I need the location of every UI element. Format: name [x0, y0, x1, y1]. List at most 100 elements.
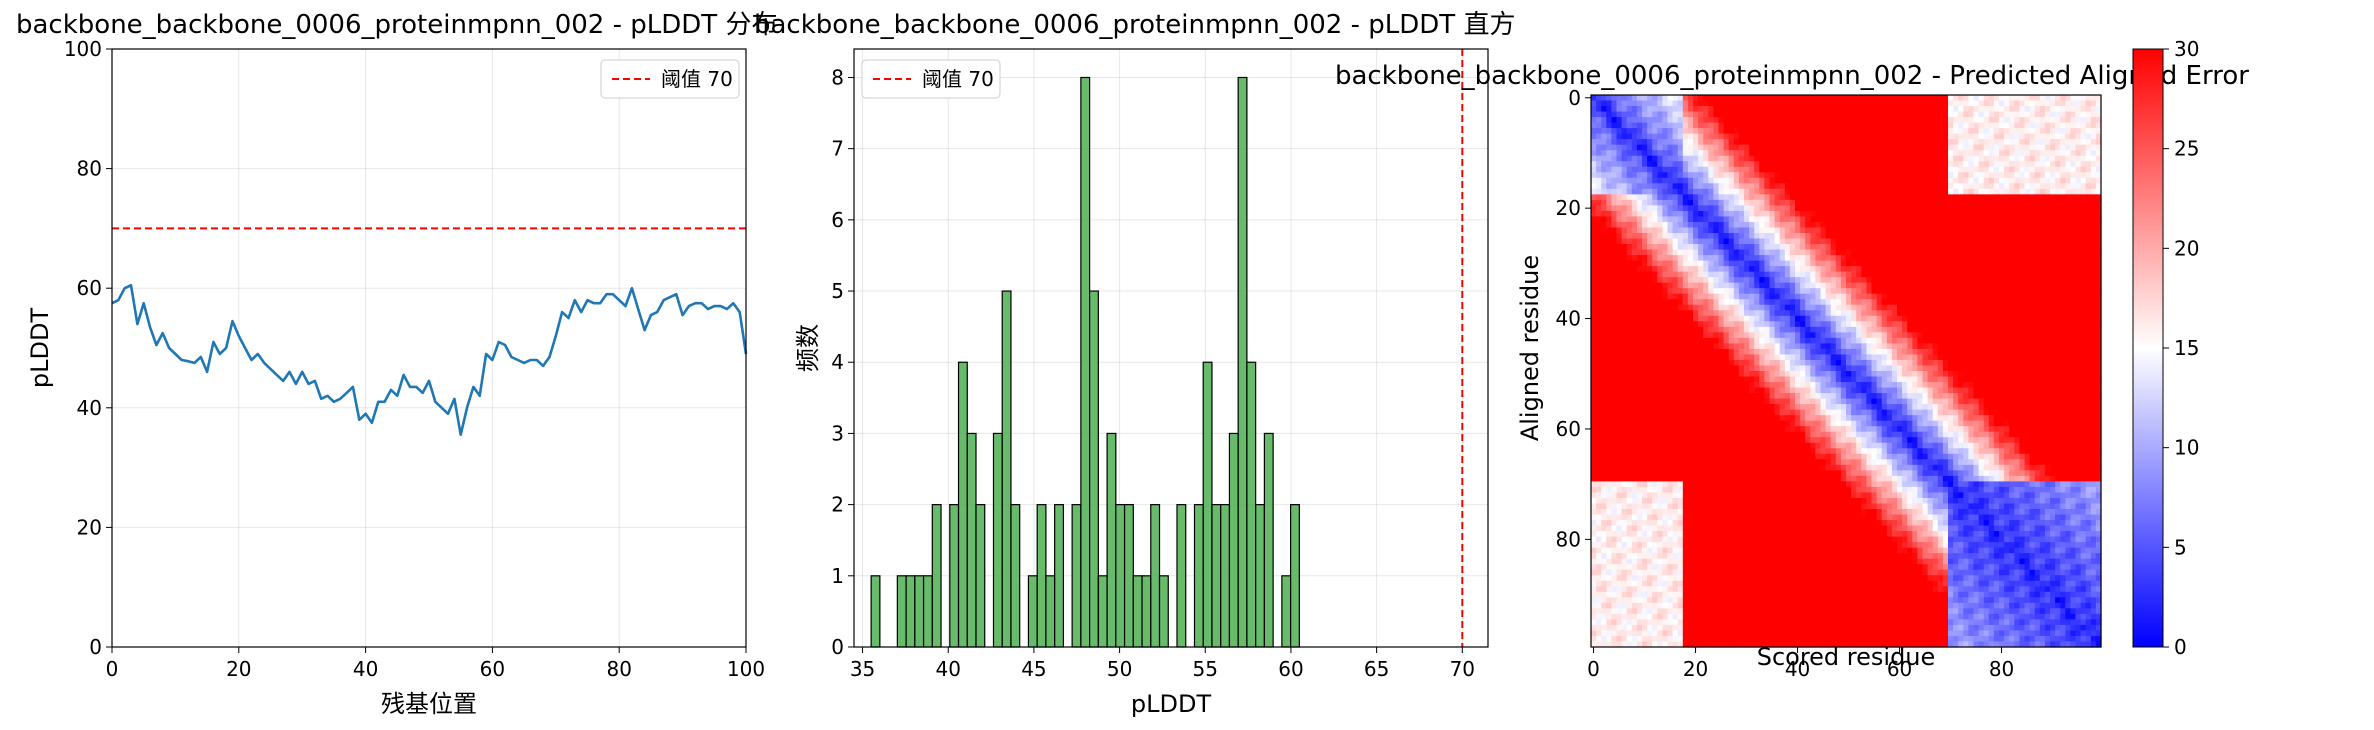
pae-cell — [1774, 133, 1781, 140]
pae-cell — [1968, 266, 1975, 273]
pae-cell — [1795, 277, 1801, 284]
pae-cell — [1978, 332, 1985, 339]
pae-cell — [1682, 288, 1689, 295]
pae-cell — [2044, 266, 2051, 273]
pae-cell — [1886, 144, 1893, 151]
pae-cell — [1861, 238, 1867, 245]
pae-cell — [1891, 337, 1898, 344]
pae-cell — [1815, 188, 1822, 195]
line-chart-grid — [111, 48, 747, 648]
pae-cell — [1738, 315, 1745, 322]
pae-cell — [1784, 122, 1791, 129]
pae-cell — [1611, 348, 1618, 356]
pae-cell — [1932, 337, 1939, 344]
pae-cell — [2014, 299, 2020, 306]
pae-cell — [1968, 326, 1975, 333]
pae-cell — [2029, 337, 2036, 344]
pae-cell — [1999, 122, 2005, 129]
pae-cell — [1932, 194, 1939, 201]
pae-cell — [1922, 315, 1929, 322]
pae-cell — [1749, 199, 1755, 206]
pae-cell — [1937, 150, 1944, 157]
pae-cell — [1642, 199, 1648, 206]
pae-cell — [1973, 277, 1980, 284]
pae-cell — [2070, 139, 2077, 146]
pae-cell — [1626, 244, 1633, 251]
pae-cell — [1601, 293, 1607, 300]
pae-cell — [1881, 95, 1888, 102]
pae-cell — [2080, 288, 2087, 295]
pae-cell — [1657, 288, 1663, 295]
pae-cell — [1866, 332, 1873, 339]
pae-cell — [1948, 266, 1954, 273]
pae-cell — [1606, 321, 1612, 328]
pae-cell — [1907, 188, 1913, 195]
pae-cell — [1591, 288, 1597, 295]
pae-cell — [1820, 106, 1827, 113]
pae-cell — [1621, 233, 1628, 240]
pae-cell — [1942, 266, 1949, 273]
pae-cell — [1769, 332, 1776, 339]
pae-cell — [1830, 172, 1837, 179]
pae-cell — [1652, 177, 1658, 184]
pae-cell — [1682, 271, 1689, 278]
pae-cell — [1820, 233, 1827, 240]
pae-cell — [1733, 122, 1740, 129]
pae-cell — [1902, 326, 1908, 333]
pae-cell — [1942, 321, 1949, 328]
pae-cell — [1856, 321, 1862, 328]
pae-cell — [2080, 293, 2087, 300]
pae-cell — [1932, 354, 1939, 361]
pae-cell — [1999, 166, 2005, 173]
pae-cell — [2039, 299, 2046, 306]
pae-cell — [1616, 155, 1623, 162]
pae-cell — [1723, 238, 1730, 245]
pae-cell — [2060, 277, 2066, 284]
pae-cell — [1672, 337, 1679, 344]
pae-cell — [1983, 133, 1990, 140]
pae-cell — [1698, 95, 1704, 102]
pae-cell — [2039, 139, 2046, 146]
pae-cell — [1677, 304, 1684, 311]
pae-cell — [1733, 277, 1740, 284]
pae-cell — [1958, 106, 1964, 113]
pae-cell — [1871, 216, 1878, 223]
pae-cell — [1636, 194, 1643, 201]
pae-cell — [1902, 238, 1908, 245]
pae-cell — [1851, 205, 1857, 212]
pae-cell — [1698, 326, 1704, 333]
pae-cell — [1774, 271, 1781, 278]
histogram-bar — [1097, 575, 1108, 648]
pae-cell — [1800, 315, 1806, 322]
pae-cell — [2080, 144, 2087, 151]
pae-cell — [2004, 111, 2010, 118]
pae-cell — [2055, 183, 2061, 190]
pae-cell — [1988, 122, 1995, 129]
pae-cell — [1672, 194, 1679, 201]
pae-cell — [1881, 271, 1888, 278]
pae-cell — [1830, 205, 1837, 212]
pae-cell — [1820, 172, 1827, 179]
pae-cell — [2085, 194, 2092, 201]
pae-cell — [1800, 166, 1806, 173]
pae-cell — [1677, 288, 1684, 295]
pae-cell — [1738, 249, 1745, 256]
pae-cell — [2055, 133, 2061, 140]
pae-cell — [1606, 288, 1612, 295]
pae-cell — [1830, 332, 1837, 339]
pae-cell — [1881, 139, 1888, 146]
pae-cell — [1942, 288, 1949, 295]
pae-cell — [1897, 188, 1903, 195]
pae-cell — [1953, 304, 1959, 311]
pae-cell — [1611, 188, 1618, 195]
pae-cell — [1963, 122, 1969, 129]
pae-cell — [2024, 227, 2031, 234]
pae-cell — [1764, 238, 1771, 245]
pae-cell — [2039, 155, 2046, 162]
pae-cell — [1764, 106, 1771, 113]
pae-cell — [2014, 337, 2020, 344]
pae-cell — [2075, 188, 2082, 195]
pae-cell — [1897, 288, 1903, 295]
pae-cell — [2044, 354, 2051, 361]
pae-cell — [1652, 348, 1658, 356]
